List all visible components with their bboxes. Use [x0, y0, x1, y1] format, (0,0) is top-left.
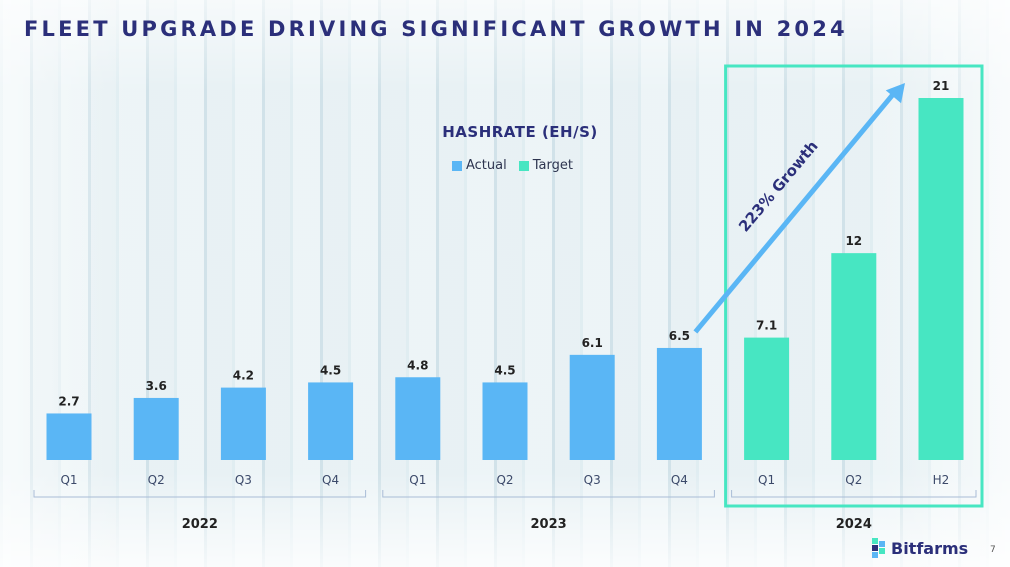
value-label-2: 4.2 [233, 369, 254, 383]
bar-7 [656, 347, 702, 460]
chart-legend: Actual Target [452, 158, 573, 173]
category-label-3: Q4 [322, 473, 339, 487]
bar-4 [395, 377, 441, 460]
category-label-6: Q3 [584, 473, 601, 487]
bar-9 [831, 253, 877, 460]
value-label-5: 4.5 [494, 363, 515, 377]
category-label-1: Q2 [148, 473, 165, 487]
highlight-box-2024 [724, 64, 984, 508]
page-number: 7 [990, 545, 996, 555]
category-label-8: Q1 [758, 473, 775, 487]
bitfarms-logo-text: Bitfarms [891, 538, 969, 558]
value-label-4: 4.8 [407, 358, 428, 372]
year-bracket-2023 [382, 490, 715, 498]
bar-10 [918, 98, 964, 460]
bar-8 [744, 337, 790, 460]
value-label-9: 12 [845, 234, 862, 248]
legend-label-actual: Actual [466, 158, 507, 173]
value-label-1: 3.6 [146, 379, 167, 393]
category-label-0: Q1 [60, 473, 77, 487]
bar-5 [482, 382, 528, 460]
value-label-3: 4.5 [320, 363, 341, 377]
category-label-5: Q2 [496, 473, 513, 487]
value-label-7: 6.5 [669, 329, 690, 343]
legend-item-actual: Actual [452, 158, 507, 173]
category-label-9: Q2 [845, 473, 862, 487]
value-label-0: 2.7 [58, 394, 79, 408]
legend-item-target: Target [518, 158, 573, 173]
year-bracket-2024 [731, 490, 977, 498]
category-label-2: Q3 [235, 473, 252, 487]
bar-1 [133, 397, 179, 460]
bar-3 [308, 382, 354, 460]
legend-swatch-actual [452, 160, 462, 171]
value-label-6: 6.1 [582, 336, 603, 350]
year-label-2023: 2023 [531, 517, 567, 532]
chart-title: HASHRATE (EH/S) [442, 123, 598, 141]
bitfarms-logo: Bitfarms [872, 538, 968, 558]
year-bracket-2022 [33, 490, 367, 498]
category-label-4: Q1 [409, 473, 426, 487]
growth-arrow-line [693, 90, 897, 334]
year-label-2024: 2024 [836, 517, 872, 532]
bar-2 [220, 387, 266, 460]
legend-swatch-target [518, 160, 529, 171]
bar-6 [569, 354, 615, 460]
bar-0 [46, 413, 92, 460]
bitfarms-logo-icon [872, 538, 885, 558]
category-label-10: H2 [933, 473, 950, 487]
slide-title: FLEET UPGRADE DRIVING SIGNIFICANT GROWTH… [24, 17, 848, 41]
value-label-8: 7.1 [756, 319, 777, 333]
category-label-7: Q4 [671, 473, 688, 487]
year-label-2022: 2022 [182, 517, 218, 532]
growth-annotation-label: 223% Growth [735, 137, 822, 235]
value-label-10: 21 [933, 79, 950, 93]
legend-label-target: Target [532, 158, 573, 173]
growth-arrow-head [885, 83, 905, 104]
